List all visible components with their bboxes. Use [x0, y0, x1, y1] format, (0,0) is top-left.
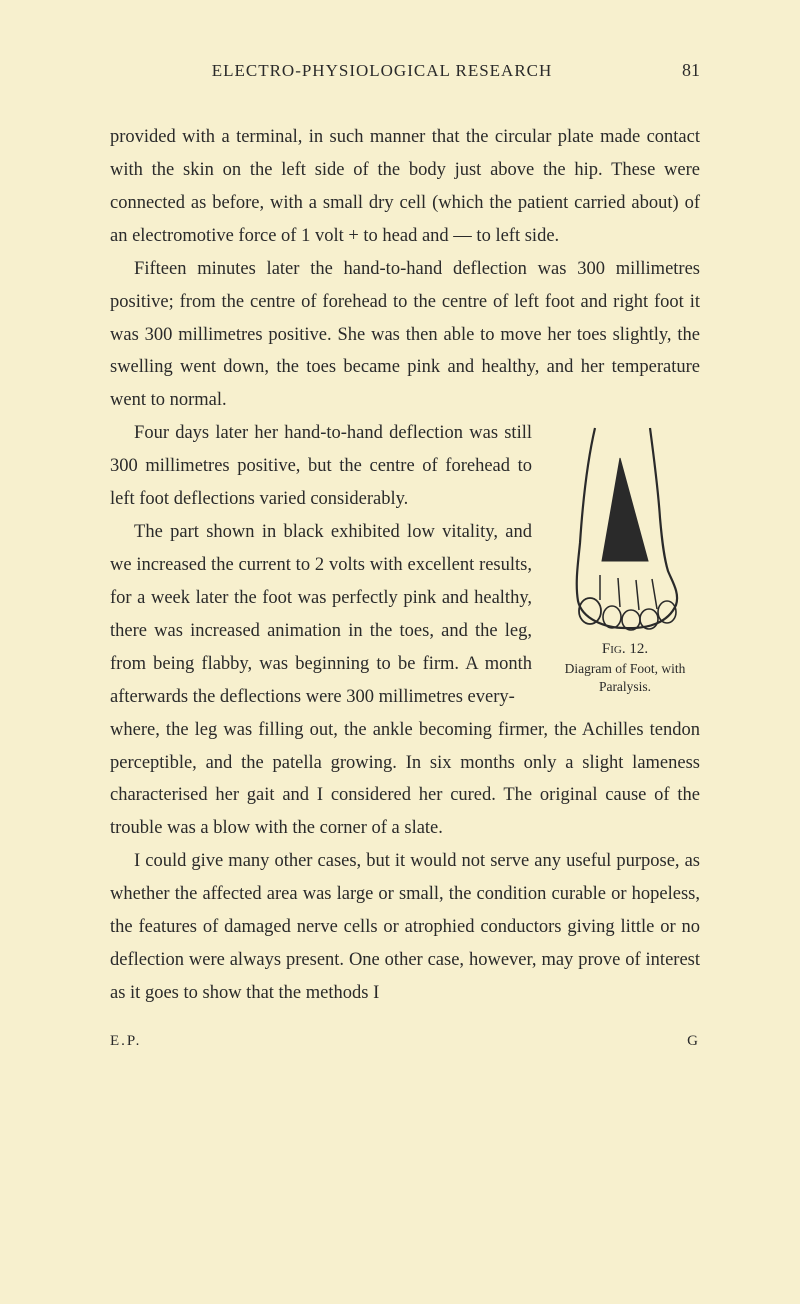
page-number: 81: [682, 60, 700, 81]
signature-footer: E.P. G: [110, 1028, 700, 1055]
paragraph-5: I could give many other cases, but it wo…: [110, 845, 700, 1010]
figure-label: Fig. 12.: [550, 639, 700, 659]
page-header: ELECTRO-PHYSIOLOGICAL RESEARCH 81: [110, 60, 700, 81]
paragraph-2: Fifteen minutes later the hand-to-hand d…: [110, 253, 700, 418]
paragraph-1: provided with a terminal, in such manner…: [110, 121, 700, 253]
running-head: ELECTRO-PHYSIOLOGICAL RESEARCH: [110, 61, 654, 81]
signature-right: G: [687, 1028, 700, 1055]
paragraph-4b: where, the leg was filling out, the ankl…: [110, 714, 700, 846]
figure-caption: Diagram of Foot, with Paralysis.: [550, 660, 700, 696]
page-body: provided with a terminal, in such manner…: [110, 121, 700, 1055]
foot-diagram-svg: [550, 423, 700, 633]
figure-12: Fig. 12. Diagram of Foot, with Paralysis…: [550, 423, 700, 696]
signature-left: E.P.: [110, 1028, 141, 1055]
figure-wrap-section: Fig. 12. Diagram of Foot, with Paralysis…: [110, 417, 700, 713]
